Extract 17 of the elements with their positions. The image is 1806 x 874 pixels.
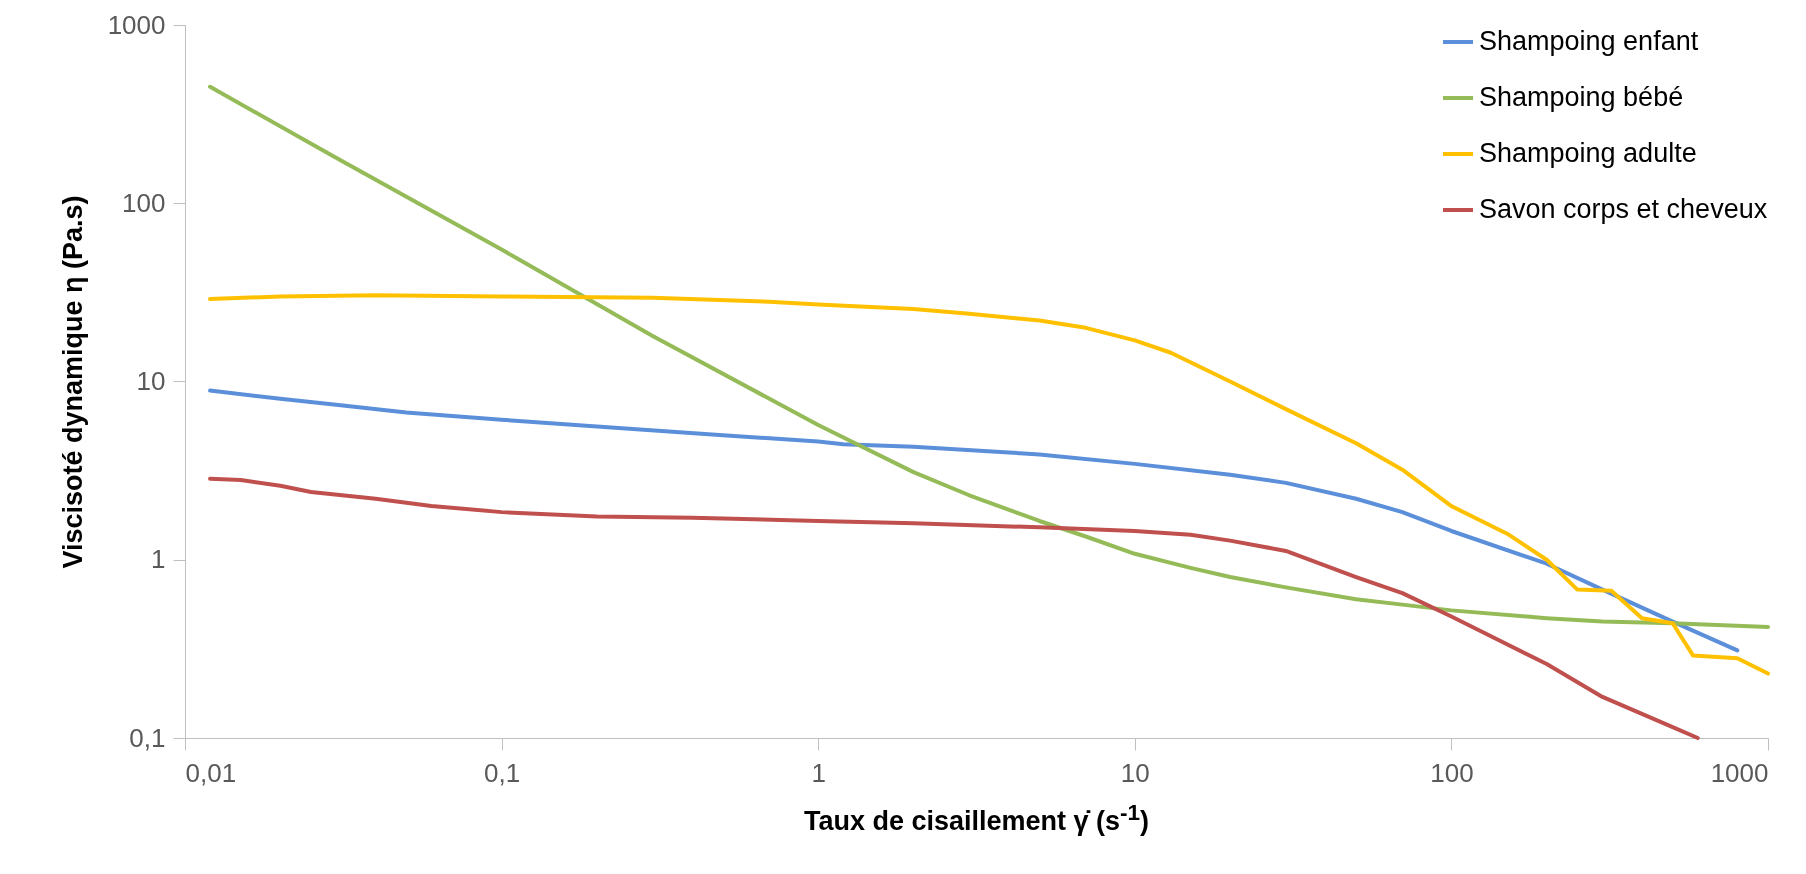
y-tick-label: 1 (151, 544, 166, 575)
y-tick-label: 10 (136, 366, 166, 396)
x-axis-title: Taux de cisaillement γ̇ (s$^{-1}$) (802, 800, 1151, 837)
legend-label: Shampoing adulte (1479, 138, 1697, 168)
legend-label: Shampoing bébé (1479, 82, 1684, 112)
x-tick-label: 0,1 (484, 757, 521, 788)
y-tick-label: 0,1 (129, 722, 166, 753)
legend-label: Shampoing enfant (1479, 26, 1699, 56)
y-tick-label: 1000 (107, 9, 166, 40)
x-tick-label: 1 (811, 757, 826, 788)
legend-label: Savon corps et cheveux (1479, 194, 1768, 224)
x-tick-label: 10 (1120, 757, 1150, 788)
y-axis-title: Viscisoté dynamique η (Pa.s) (57, 195, 88, 569)
x-tick-label: 1000 (1710, 757, 1769, 788)
y-tick-label: 100 (122, 187, 166, 218)
x-tick-label: 100 (1430, 757, 1474, 788)
x-tick-label: 0,01 (185, 757, 237, 788)
